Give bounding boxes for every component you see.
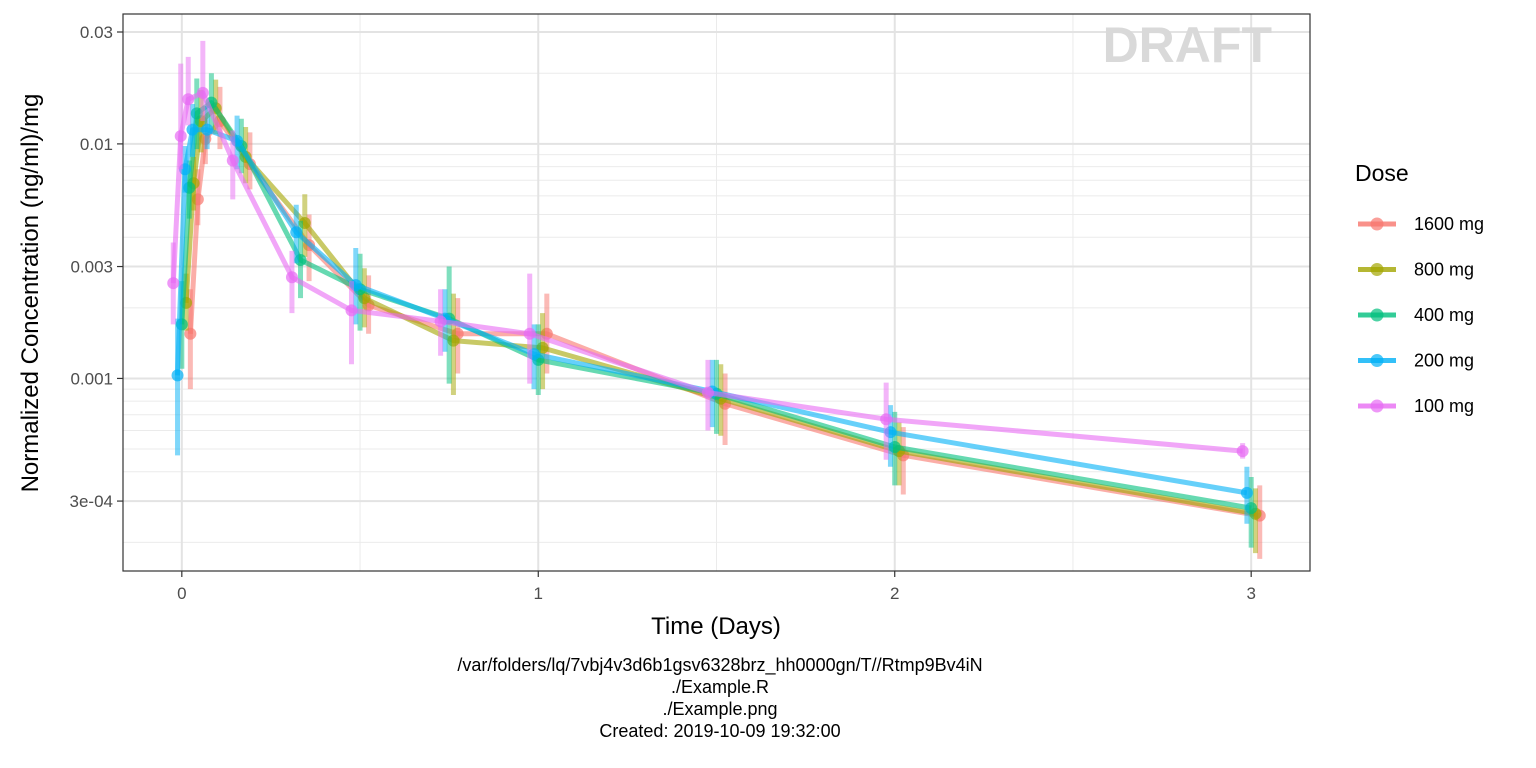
- data-point: [285, 271, 298, 284]
- data-point: [1236, 445, 1249, 458]
- legend-item: 100 mg: [1358, 396, 1474, 416]
- caption-path: /var/folders/lq/7vbj4v3d6b1gsv6328brz_hh…: [457, 655, 983, 675]
- y-tick-label: 0.003: [70, 258, 113, 277]
- axes: 3e-04 0.001 0.003 0.01 0.03 0 1 2 3: [70, 13, 1311, 603]
- data-point: [201, 123, 214, 136]
- legend-key-point: [1370, 263, 1384, 276]
- legend-label: 400 mg: [1414, 305, 1474, 325]
- series-line: [170, 90, 1243, 454]
- x-tick-label: 0: [177, 584, 186, 603]
- y-tick-label: 0.01: [80, 135, 113, 154]
- data-point: [226, 154, 239, 167]
- legend-key-point: [1370, 354, 1384, 367]
- data-point: [880, 413, 893, 426]
- data-point: [345, 304, 358, 317]
- data-point: [701, 386, 714, 399]
- caption-block: /var/folders/lq/7vbj4v3d6b1gsv6328brz_hh…: [0, 654, 1440, 742]
- legend-label: 200 mg: [1414, 351, 1474, 371]
- legend-key-point: [1370, 399, 1384, 413]
- legend-key-point: [1370, 308, 1384, 322]
- y-axis-title: Normalized Concentration (ng/ml)/mg: [17, 94, 44, 493]
- series-100-mg: [167, 40, 1249, 460]
- legend-label: 800 mg: [1414, 260, 1474, 280]
- data-point: [182, 93, 195, 106]
- watermark-text: DRAFT: [1103, 17, 1272, 73]
- series-line: [187, 118, 1261, 519]
- panel-border: [122, 13, 1311, 572]
- y-tick-label: 0.001: [70, 369, 113, 388]
- y-tick-label: 3e-04: [70, 492, 113, 511]
- data-point: [196, 86, 209, 99]
- data-point: [523, 327, 536, 340]
- legend-item: 1600 mg: [1358, 214, 1484, 234]
- caption-script: ./Example.R: [670, 677, 770, 697]
- legend-item: 800 mg: [1358, 260, 1474, 280]
- legend-item: 200 mg: [1358, 351, 1474, 371]
- data-point: [1240, 486, 1253, 499]
- x-tick-label: 1: [534, 584, 543, 603]
- data-layer: [167, 40, 1266, 559]
- legend-title: Dose: [1355, 160, 1409, 186]
- legend: Dose 1600 mg 800 mg 400 mg 200 mg 100 mg: [1355, 160, 1484, 416]
- x-tick-label: 3: [1246, 584, 1255, 603]
- data-point: [186, 123, 199, 136]
- data-point: [174, 130, 187, 143]
- legend-item: 400 mg: [1358, 305, 1474, 325]
- x-tick-label: 2: [890, 584, 899, 603]
- data-point: [167, 277, 180, 290]
- data-point: [290, 226, 303, 239]
- legend-key-point: [1370, 217, 1384, 231]
- x-axis-title: Time (Days): [651, 613, 781, 640]
- y-tick-label: 0.03: [80, 23, 113, 42]
- concentration-time-chart: DRAFT 3e-04 0.001 0.003 0.01 0.03 0 1 2 3 Time (…: [17, 13, 1484, 640]
- legend-label: 100 mg: [1414, 396, 1474, 416]
- legend-label: 1600 mg: [1414, 214, 1484, 234]
- caption-image: ./Example.png: [662, 699, 778, 719]
- grid-lines: [123, 14, 1310, 571]
- data-point: [171, 369, 184, 382]
- data-point: [184, 327, 197, 340]
- data-point: [434, 315, 447, 328]
- caption-created: Created: 2019-10-09 19:32:00: [599, 721, 841, 741]
